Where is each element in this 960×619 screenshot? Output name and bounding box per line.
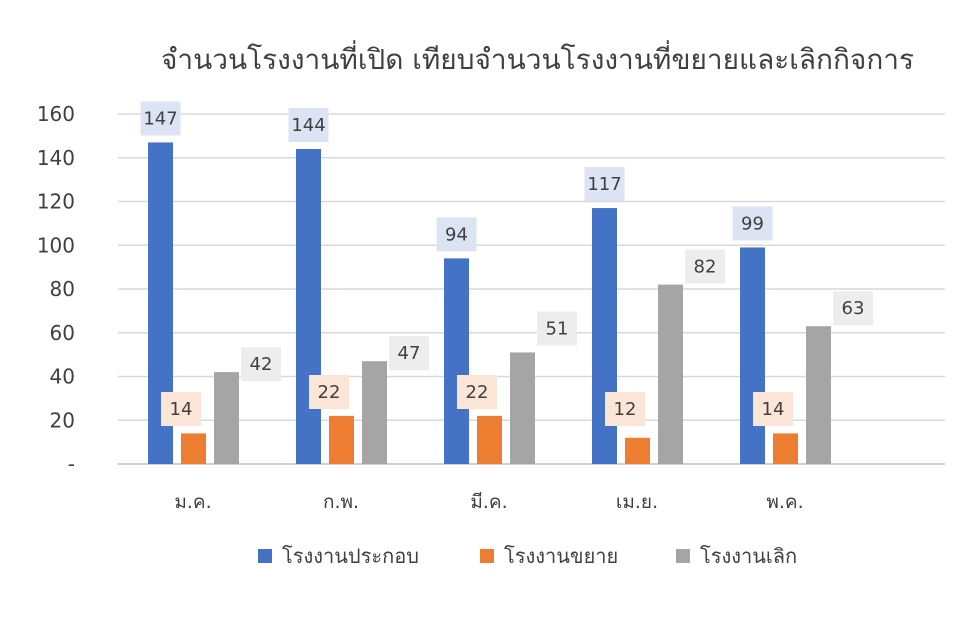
chart-title: จำนวนโรงงานที่เปิด เทียบจำนวนโรงงานที่ขย… (160, 43, 915, 76)
data-label-bg (537, 311, 577, 346)
data-label-bg (457, 375, 497, 409)
data-label-bg (140, 101, 181, 136)
data-label: 22 (466, 382, 489, 403)
legend-label: โรงงานเลิก (700, 544, 797, 568)
bar (362, 361, 387, 464)
data-label-bg (732, 206, 773, 241)
data-label: 82 (694, 257, 717, 278)
y-tick-label: 120 (37, 190, 75, 214)
y-tick-label: 140 (37, 146, 75, 170)
data-label-bg (241, 347, 281, 382)
data-label: 22 (318, 382, 341, 403)
data-label-bg (605, 392, 645, 426)
data-label-bg (161, 392, 201, 426)
bar (296, 149, 321, 464)
y-tick-label: 40 (50, 365, 75, 389)
y-tick-label: 80 (50, 277, 75, 301)
data-label-bg (436, 217, 477, 252)
x-tick-label: เม.ย. (616, 491, 658, 513)
x-tick-label: ม.ค. (174, 491, 211, 513)
data-label: 12 (614, 399, 637, 420)
data-label-bg (389, 336, 429, 371)
data-label-bg (584, 167, 625, 202)
bar (477, 415, 502, 464)
data-label: 147 (143, 108, 177, 129)
y-tick-label: 100 (37, 233, 75, 257)
y-tick-label: 160 (37, 102, 75, 126)
x-tick-label: ก.พ. (323, 491, 359, 513)
bar (773, 433, 798, 464)
legend-label: โรงงานประกอบ (282, 544, 419, 568)
legend-swatch (258, 549, 272, 563)
y-tick-label: 60 (50, 321, 75, 345)
bar (658, 284, 683, 464)
data-label: 144 (291, 115, 325, 136)
legend-swatch (480, 549, 494, 563)
data-label: 14 (170, 399, 193, 420)
bar (806, 326, 831, 464)
legend-swatch (676, 549, 690, 563)
data-label: 51 (546, 318, 569, 339)
data-label-bg (685, 249, 725, 284)
data-label-bg (753, 392, 793, 426)
data-label: 14 (762, 399, 785, 420)
data-label: 94 (445, 224, 468, 245)
data-label: 47 (398, 343, 421, 364)
bar (740, 247, 765, 464)
y-tick-label: 20 (50, 408, 75, 432)
data-label: 63 (842, 298, 865, 319)
data-label-bg (833, 291, 873, 326)
data-label-bg (309, 375, 349, 409)
legend-label: โรงงานขยาย (504, 544, 618, 568)
x-tick-label: มี.ค. (470, 491, 507, 513)
data-label: 117 (587, 174, 621, 195)
bar (329, 415, 354, 464)
data-label: 99 (741, 213, 764, 234)
bar (444, 258, 469, 464)
bar (214, 372, 239, 464)
data-label-bg (288, 108, 329, 142)
bar (510, 352, 535, 464)
data-label: 42 (250, 354, 273, 375)
bar (625, 437, 650, 464)
bar (181, 433, 206, 464)
x-tick-label: พ.ค. (766, 491, 803, 513)
y-tick-label: - (68, 452, 75, 476)
